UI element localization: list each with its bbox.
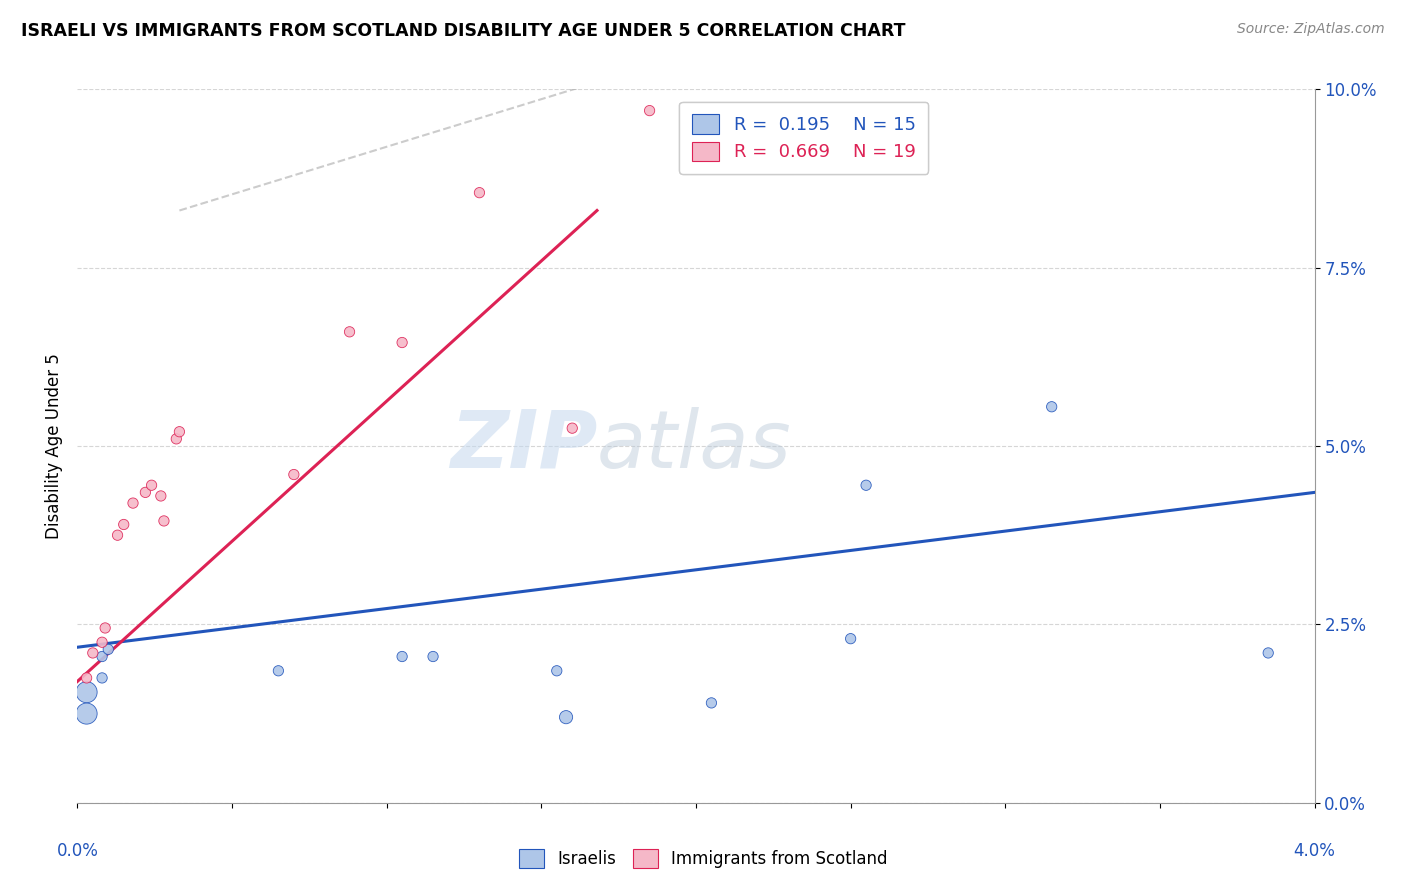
- Point: [391, 335, 413, 350]
- Point: [91, 671, 114, 685]
- Point: [339, 325, 361, 339]
- Point: [546, 664, 568, 678]
- Point: [91, 649, 114, 664]
- Point: [700, 696, 723, 710]
- Point: [76, 706, 98, 721]
- Point: [76, 671, 98, 685]
- Point: [122, 496, 145, 510]
- Point: [97, 642, 120, 657]
- Y-axis label: Disability Age Under 5: Disability Age Under 5: [45, 353, 63, 539]
- Point: [76, 685, 98, 699]
- Text: ISRAELI VS IMMIGRANTS FROM SCOTLAND DISABILITY AGE UNDER 5 CORRELATION CHART: ISRAELI VS IMMIGRANTS FROM SCOTLAND DISA…: [21, 22, 905, 40]
- Point: [638, 103, 661, 118]
- Text: atlas: atlas: [598, 407, 792, 485]
- Point: [839, 632, 862, 646]
- Point: [391, 649, 413, 664]
- Point: [149, 489, 172, 503]
- Text: 0.0%: 0.0%: [56, 842, 98, 860]
- Point: [855, 478, 877, 492]
- Point: [91, 635, 114, 649]
- Point: [153, 514, 176, 528]
- Point: [1257, 646, 1279, 660]
- Text: 4.0%: 4.0%: [1294, 842, 1336, 860]
- Point: [468, 186, 491, 200]
- Legend: Israelis, Immigrants from Scotland: Israelis, Immigrants from Scotland: [512, 843, 894, 875]
- Point: [134, 485, 156, 500]
- Text: ZIP: ZIP: [450, 407, 598, 485]
- Point: [267, 664, 290, 678]
- Legend: R =  0.195    N = 15, R =  0.669    N = 19: R = 0.195 N = 15, R = 0.669 N = 19: [679, 102, 928, 174]
- Point: [555, 710, 578, 724]
- Point: [82, 646, 104, 660]
- Point: [112, 517, 135, 532]
- Point: [561, 421, 583, 435]
- Point: [283, 467, 305, 482]
- Point: [165, 432, 187, 446]
- Point: [141, 478, 163, 492]
- Point: [422, 649, 444, 664]
- Point: [1040, 400, 1063, 414]
- Text: Source: ZipAtlas.com: Source: ZipAtlas.com: [1237, 22, 1385, 37]
- Point: [107, 528, 129, 542]
- Point: [169, 425, 191, 439]
- Point: [94, 621, 117, 635]
